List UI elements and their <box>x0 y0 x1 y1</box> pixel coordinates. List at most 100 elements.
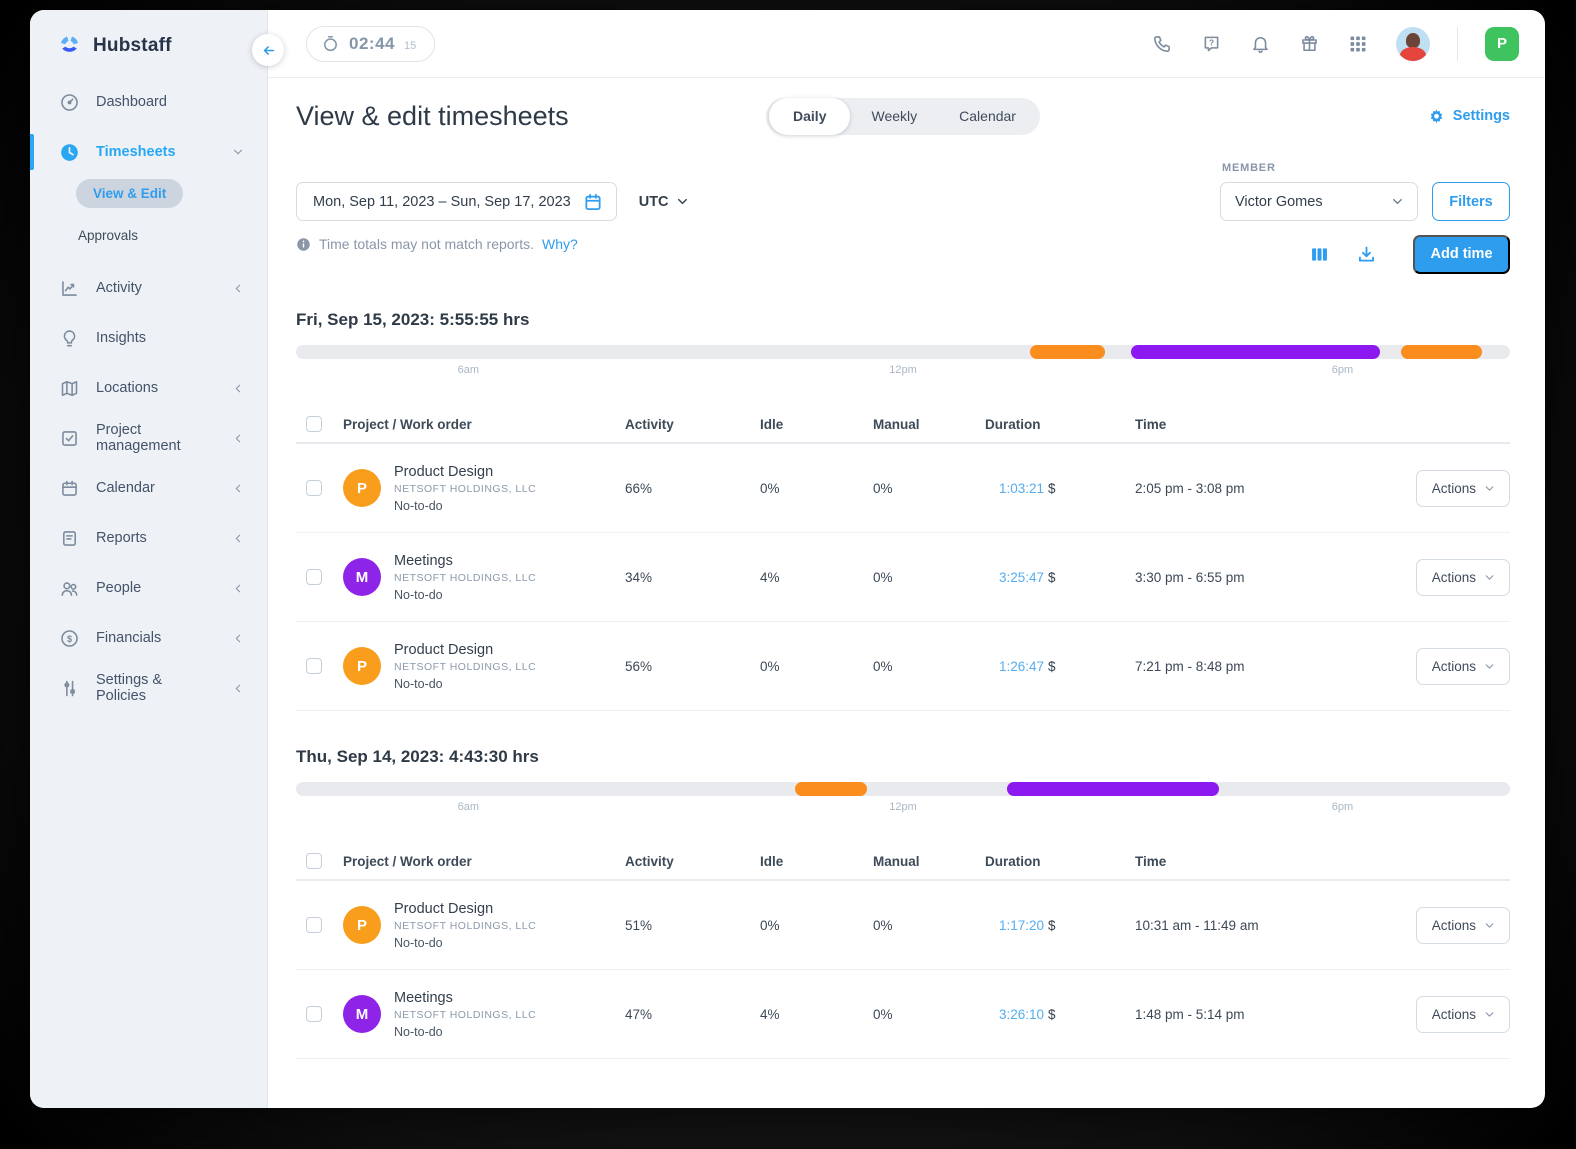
task-name: No-to-do <box>394 676 443 691</box>
duration-value[interactable]: 3:25:47 <box>999 569 1045 585</box>
actions-button[interactable]: Actions <box>1415 647 1510 685</box>
day-title: Thu, Sep 14, 2023: 4:43:30 hrs <box>296 747 539 766</box>
organization-badge[interactable]: P <box>1485 26 1519 61</box>
sidebar-item-insights[interactable]: Insights <box>30 313 267 363</box>
timeline-segment[interactable] <box>1131 345 1381 359</box>
dollar-circle-icon: $ <box>58 627 80 649</box>
row-checkbox[interactable] <box>306 917 322 933</box>
member-select[interactable]: Victor Gomes <box>1220 182 1418 221</box>
actions-button[interactable]: Actions <box>1415 906 1510 944</box>
column-header: Activity <box>625 416 674 432</box>
settings-link[interactable]: Settings <box>1428 108 1510 125</box>
brand-name: Hubstaff <box>93 34 172 56</box>
sidebar-item-project-management[interactable]: Project management <box>30 413 267 463</box>
sidebar-item-label: Settings & Policies <box>96 672 163 704</box>
project-avatar: P <box>343 647 381 685</box>
sidebar-item-label: Financials <box>96 630 162 646</box>
sidebar-item-timesheets[interactable]: Timesheets <box>30 127 267 177</box>
timeline-segment[interactable] <box>1400 345 1483 359</box>
actions-button[interactable]: Actions <box>1415 469 1510 507</box>
svg-text:?: ? <box>1208 38 1213 48</box>
timeline-segment[interactable] <box>1030 345 1105 359</box>
project-avatar: M <box>343 558 381 596</box>
project-name[interactable]: Meetings <box>394 552 453 569</box>
column-header: Idle <box>760 416 784 432</box>
table-row: M Meetings NETSOFT HOLDINGS, LLC No-to-d… <box>296 533 1510 622</box>
chevron-left-icon <box>232 582 245 595</box>
sidebar-item-label: Activity <box>96 280 142 296</box>
columns-icon[interactable] <box>1309 244 1330 265</box>
activity-value: 51% <box>625 917 653 933</box>
time-range: 10:31 am - 11:49 am <box>1135 917 1259 933</box>
row-checkbox[interactable] <box>306 569 322 585</box>
duration-value[interactable]: 1:03:21 <box>999 480 1045 496</box>
sidebar-subitem-approvals[interactable]: Approvals <box>78 228 139 243</box>
tab-calendar[interactable]: Calendar <box>959 108 1016 124</box>
why-link[interactable]: Why? <box>542 236 578 252</box>
tick-label: 6am <box>457 364 480 376</box>
download-icon[interactable] <box>1356 244 1377 265</box>
export-group: Add time <box>1309 234 1510 274</box>
sidebar-item-financials[interactable]: $ Financials <box>30 613 267 663</box>
project-name[interactable]: Meetings <box>394 989 453 1006</box>
duration-value[interactable]: 1:17:20 <box>999 917 1045 933</box>
phone-icon[interactable] <box>1151 33 1173 55</box>
select-all-checkbox[interactable] <box>306 853 322 869</box>
row-checkbox[interactable] <box>306 480 322 496</box>
help-icon[interactable]: ? <box>1200 33 1222 55</box>
sidebar-nav: Dashboard Timesheets View & Edit Approva… <box>30 77 267 713</box>
project-name[interactable]: Product Design <box>394 463 494 480</box>
table-header: Project / Work order Activity Idle Manua… <box>296 406 1510 444</box>
member-filter-group: MEMBER Victor Gomes Filters <box>1220 162 1510 221</box>
add-time-button[interactable]: Add time <box>1413 234 1510 274</box>
tab-weekly[interactable]: Weekly <box>871 108 918 124</box>
manual-value: 0% <box>873 658 893 674</box>
sidebar-item-label: Project management <box>96 422 181 454</box>
brand[interactable]: Hubstaff <box>30 10 267 77</box>
duration-value[interactable]: 3:26:10 <box>999 1006 1045 1022</box>
actions-label: Actions <box>1431 917 1476 933</box>
duration-value[interactable]: 1:26:47 <box>999 658 1045 674</box>
timer-widget[interactable]: 02:44 15 <box>306 25 436 62</box>
chevron-left-icon <box>232 282 245 295</box>
apps-grid-icon[interactable] <box>1347 33 1369 55</box>
gift-icon[interactable] <box>1298 33 1320 55</box>
project-name[interactable]: Product Design <box>394 900 494 917</box>
actions-button[interactable]: Actions <box>1415 558 1510 596</box>
time-range: 2:05 pm - 3:08 pm <box>1135 480 1245 496</box>
timeline-segment[interactable] <box>794 782 867 796</box>
time-range: 1:48 pm - 5:14 pm <box>1135 1006 1245 1022</box>
sidebar-item-settings-policies[interactable]: Settings & Policies <box>30 663 267 713</box>
row-checkbox[interactable] <box>306 1006 322 1022</box>
actions-button[interactable]: Actions <box>1415 995 1510 1033</box>
sidebar-item-reports[interactable]: Reports <box>30 513 267 563</box>
chevron-left-icon <box>232 632 245 645</box>
activity-value: 34% <box>625 569 653 585</box>
tab-daily[interactable]: Daily <box>769 97 851 135</box>
sidebar-subitem-view-edit[interactable]: View & Edit <box>76 179 184 208</box>
chevron-left-icon <box>232 682 245 695</box>
select-all-checkbox[interactable] <box>306 416 322 432</box>
sidebar-item-calendar[interactable]: Calendar <box>30 463 267 513</box>
tick-label: 12pm <box>889 801 917 813</box>
filters-button[interactable]: Filters <box>1432 182 1510 221</box>
people-icon <box>58 577 80 599</box>
activity-value: 66% <box>625 480 653 496</box>
date-range-picker[interactable]: Mon, Sep 11, 2023 – Sun, Sep 17, 2023 <box>296 182 617 221</box>
project-name[interactable]: Product Design <box>394 641 494 658</box>
collapse-sidebar-button[interactable] <box>252 34 284 66</box>
chevron-left-icon <box>232 382 245 395</box>
sidebar-item-people[interactable]: People <box>30 563 267 613</box>
timezone-selector[interactable]: UTC <box>639 182 690 221</box>
timeline-segment[interactable] <box>1007 782 1219 796</box>
hubstaff-logo-icon <box>56 32 83 59</box>
chevron-down-icon <box>1390 194 1405 209</box>
chevron-down-icon <box>1483 1008 1496 1021</box>
timeline-ticks: 6am 12pm 6pm <box>296 801 1510 821</box>
sidebar-item-dashboard[interactable]: Dashboard <box>30 77 267 127</box>
sidebar-item-locations[interactable]: Locations <box>30 363 267 413</box>
user-avatar[interactable] <box>1396 26 1430 61</box>
sidebar-item-activity[interactable]: Activity <box>30 263 267 313</box>
row-checkbox[interactable] <box>306 658 322 674</box>
notifications-bell-icon[interactable] <box>1249 33 1271 55</box>
